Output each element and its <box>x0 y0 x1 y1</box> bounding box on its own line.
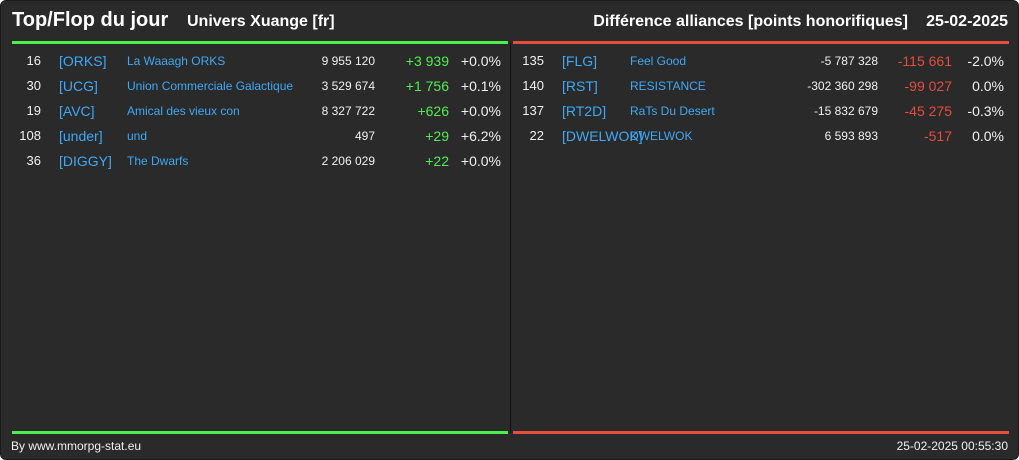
points-cell: 2 206 029 <box>321 154 375 168</box>
points-cell: -5 787 328 <box>820 54 878 68</box>
top-header-bar <box>12 41 508 44</box>
alliance-name-link[interactable]: Feel Good <box>630 54 687 68</box>
diff-cell: -115 661 <box>897 53 952 69</box>
alliance-name-link[interactable]: und <box>127 129 148 143</box>
alliance-tag-link[interactable]: [RT2D] <box>562 103 607 119</box>
rank-cell: 135 <box>522 53 544 68</box>
diff-cell: +22 <box>425 153 449 169</box>
alliance-name-link[interactable]: La Waaagh ORKS <box>127 54 226 68</box>
table-row: 19 [AVC] Amical des vieux con 8 327 722 +626… <box>13 100 503 122</box>
alliance-tag-link[interactable]: [AVC] <box>59 103 95 119</box>
points-cell: 497 <box>354 129 375 143</box>
diff-cell: +3 939 <box>405 53 449 69</box>
table-row: 108 [under] und 497 +29 +6.2% <box>13 125 503 147</box>
percent-cell: +0.1% <box>460 78 501 94</box>
table-row: 36 [DIGGY] The Dwarfs 2 206 029 +22 +0.0% <box>13 150 503 172</box>
alliance-name-link[interactable]: RaTs Du Desert <box>630 104 715 118</box>
rank-cell: 137 <box>522 103 544 118</box>
alliance-tag-link[interactable]: [under] <box>59 128 103 144</box>
table-row: 140 [RST] RESISTANCE -302 360 298 -99 027 0.0… <box>516 75 1006 97</box>
section-heading: Différence alliances [points honorifique… <box>593 13 908 30</box>
date-label: 25-02-2025 <box>926 13 1008 30</box>
alliance-name-link[interactable]: DWELWOK <box>630 129 693 143</box>
points-cell: -15 832 679 <box>813 104 878 118</box>
rank-cell: 140 <box>522 78 544 93</box>
rank-cell: 22 <box>529 128 544 143</box>
top-footer-bar <box>12 431 508 434</box>
points-cell: -302 360 298 <box>807 79 878 93</box>
table-row: 22 [DWELWOK] DWELWOK 6 593 893 -517 0.0% <box>516 125 1006 147</box>
rank-cell: 30 <box>26 78 41 93</box>
alliance-tag-link[interactable]: [ORKS] <box>59 53 107 69</box>
rank-cell: 108 <box>19 128 41 143</box>
site-credit: By www.mmorpg-stat.eu <box>11 439 142 453</box>
alliance-tag-link[interactable]: [RST] <box>562 78 598 94</box>
page-title: Top/Flop du jour <box>12 9 169 31</box>
alliance-tag-link[interactable]: [UCG] <box>59 78 98 94</box>
alliance-tag-link[interactable]: [DIGGY] <box>59 153 112 169</box>
flop-footer-bar <box>513 431 1009 434</box>
percent-cell: -0.3% <box>967 103 1004 119</box>
points-cell: 6 593 893 <box>824 129 878 143</box>
timestamp: 25-02-2025 00:55:30 <box>896 439 1008 453</box>
alliance-name-link[interactable]: The Dwarfs <box>127 154 189 168</box>
table-row: 30 [UCG] Union Commerciale Galactique 3 529… <box>13 75 503 97</box>
points-cell: 3 529 674 <box>321 79 375 93</box>
rank-cell: 19 <box>26 103 41 118</box>
alliance-name-link[interactable]: Union Commerciale Galactique <box>127 79 294 93</box>
alliance-tag-link[interactable]: [FLG] <box>562 53 598 69</box>
alliance-tag-link[interactable]: [DWELWOK] <box>562 128 643 144</box>
column-divider <box>510 43 511 433</box>
percent-cell: +6.2% <box>460 128 501 144</box>
diff-cell: -45 275 <box>904 103 952 119</box>
table-row: 137 [RT2D] RaTs Du Desert -15 832 679 -45 27… <box>516 100 1006 122</box>
rank-cell: 36 <box>26 153 41 168</box>
points-cell: 9 955 120 <box>321 54 375 68</box>
table-row: 16 [ORKS] La Waaagh ORKS 9 955 120 +3 939 +0.… <box>13 50 503 72</box>
percent-cell: +0.0% <box>460 53 501 69</box>
universe-label: Univers Xuange [fr] <box>187 13 335 30</box>
percent-cell: -2.0% <box>967 53 1004 69</box>
alliance-name-link[interactable]: RESISTANCE <box>630 79 706 93</box>
percent-cell: 0.0% <box>972 78 1004 94</box>
flop-header-bar <box>513 41 1009 44</box>
diff-cell: +1 756 <box>405 78 449 94</box>
percent-cell: +0.0% <box>460 103 501 119</box>
diff-cell: -99 027 <box>904 78 952 94</box>
diff-cell: +29 <box>425 128 449 144</box>
alliance-name-link[interactable]: Amical des vieux con <box>127 104 240 118</box>
percent-cell: +0.0% <box>460 153 501 169</box>
diff-cell: -517 <box>923 128 952 144</box>
rank-cell: 16 <box>26 53 41 68</box>
percent-cell: 0.0% <box>972 128 1004 144</box>
diff-cell: +626 <box>417 103 449 119</box>
points-cell: 8 327 722 <box>321 104 375 118</box>
table-row: 135 [FLG] Feel Good -5 787 328 -115 661 -2.0% <box>516 50 1006 72</box>
